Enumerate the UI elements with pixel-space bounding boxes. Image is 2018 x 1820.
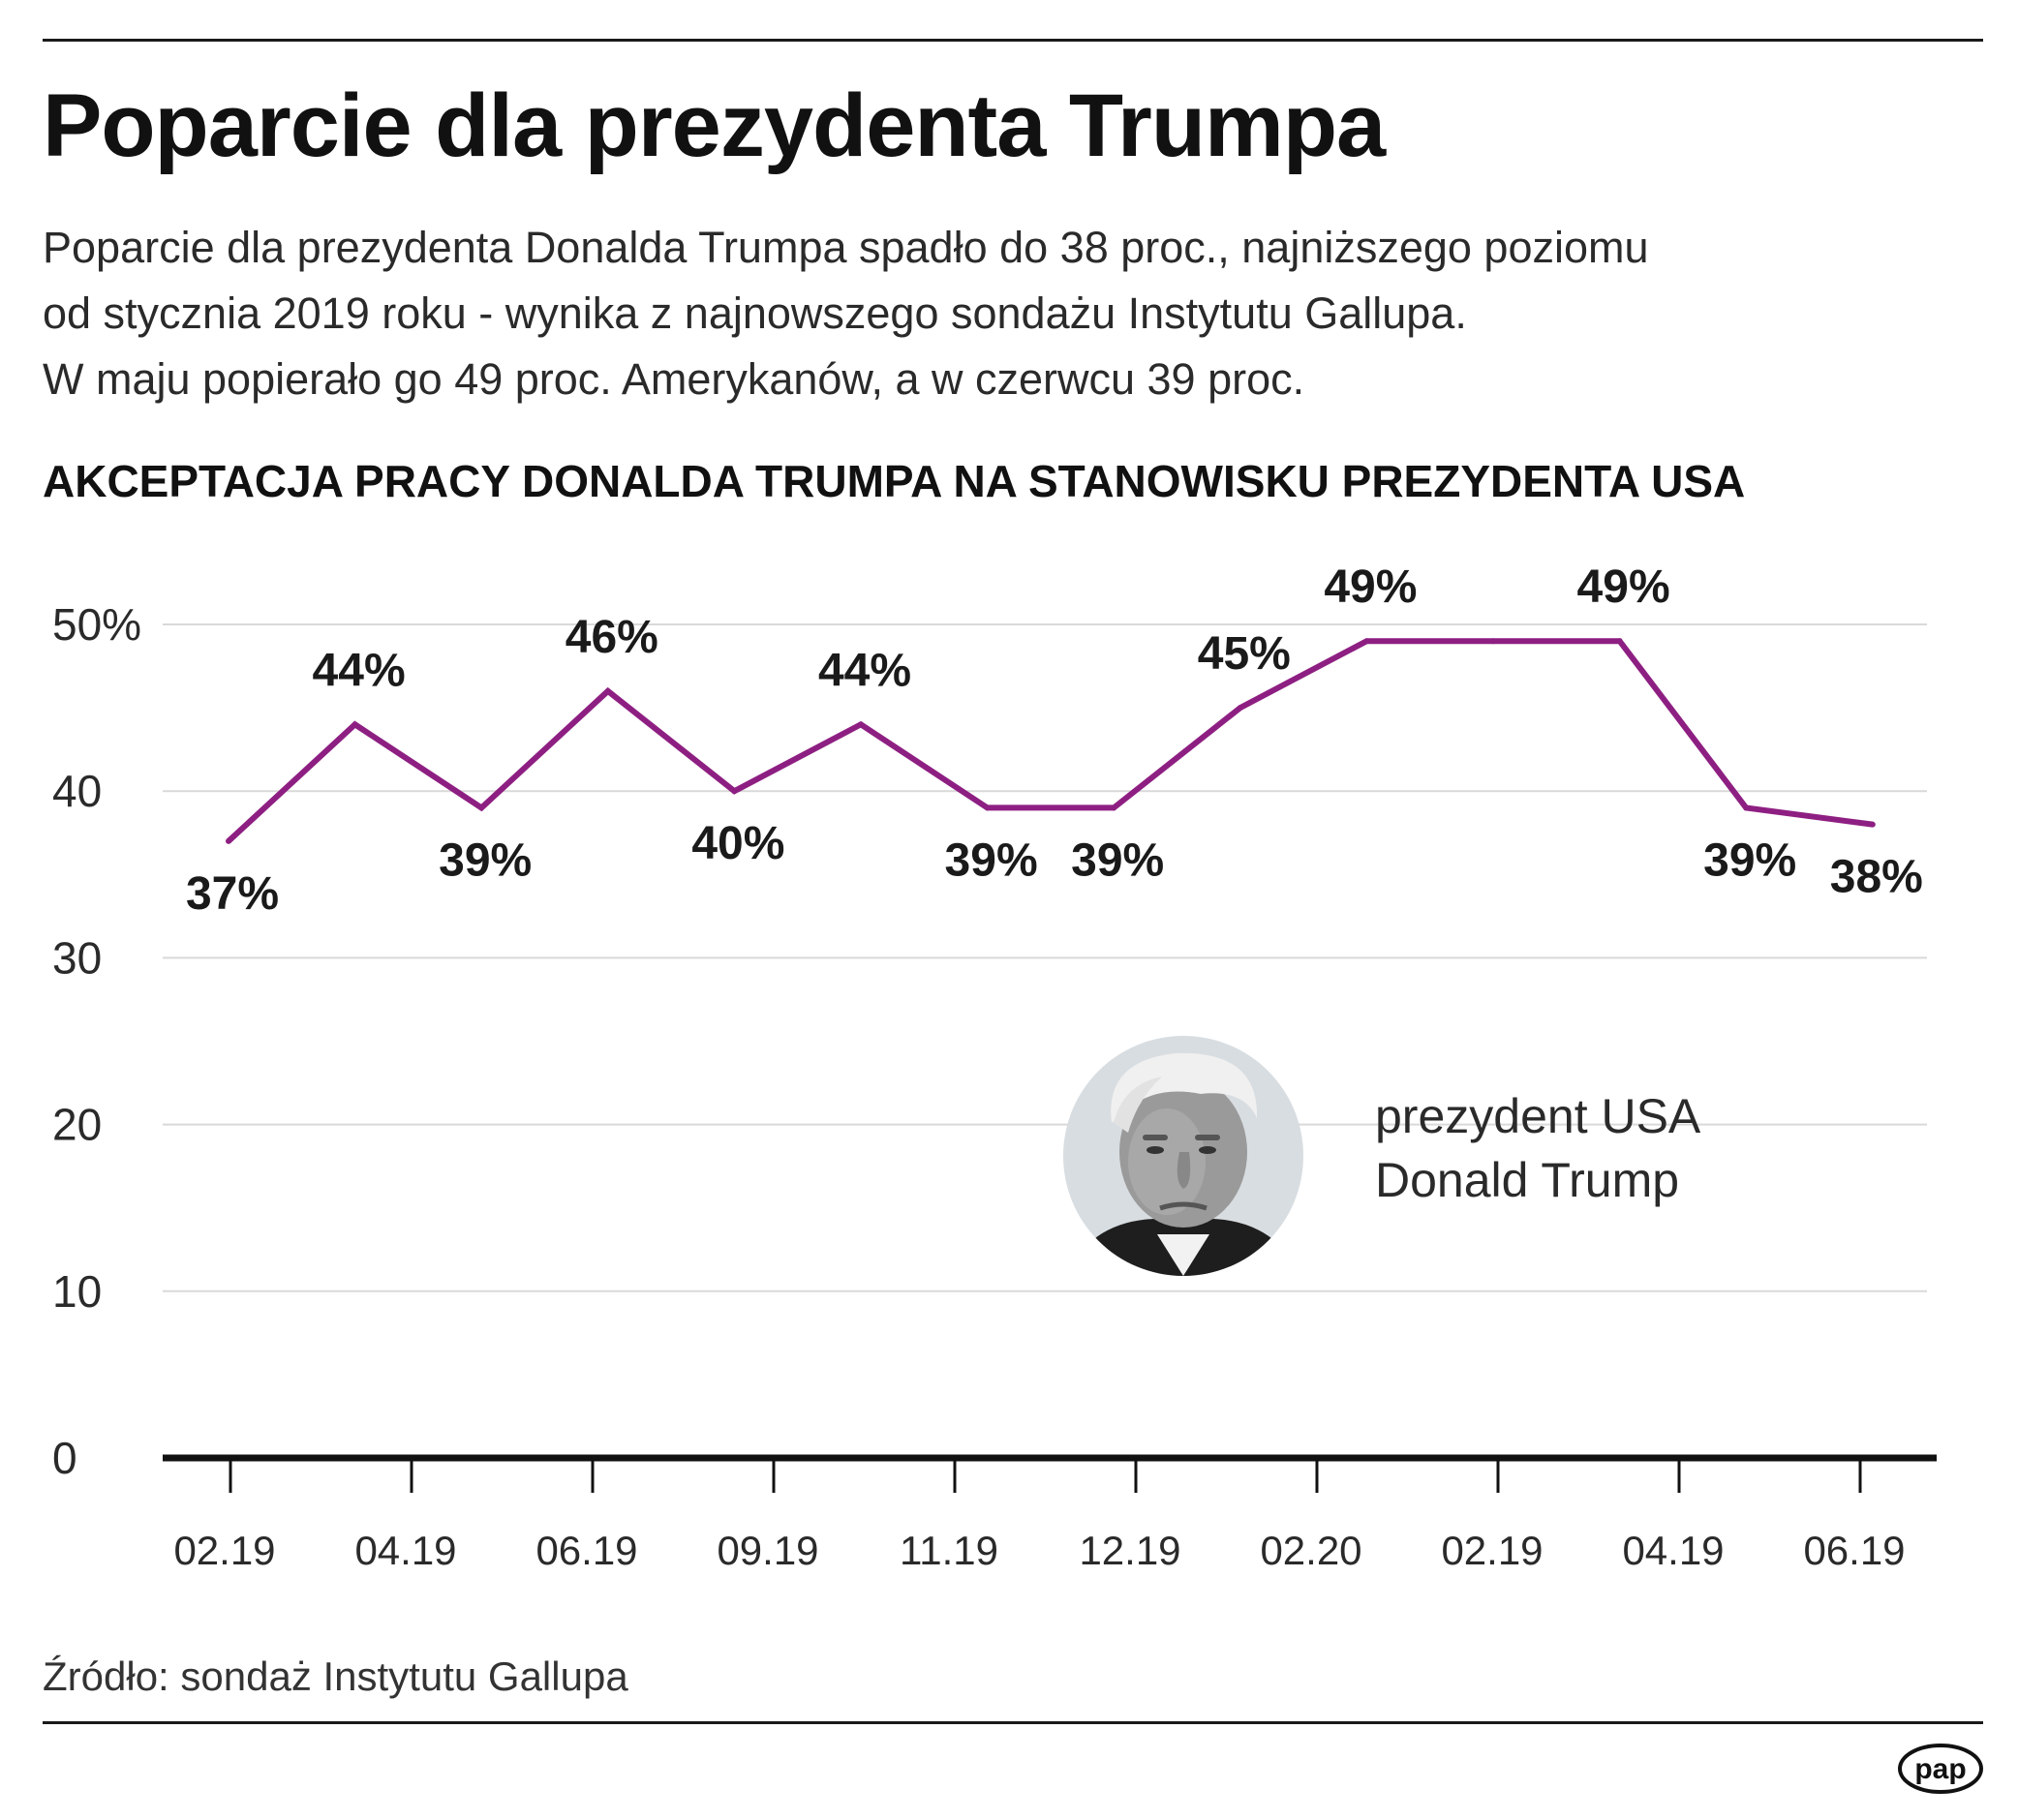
x-tick-label: 09.19 (717, 1528, 818, 1573)
grid-layer: 0 10 20 30 40 50% (52, 599, 1927, 1483)
x-tick-label: 02.19 (1441, 1528, 1543, 1573)
page-title: Poparcie dla prezydenta Trumpa (43, 76, 1386, 175)
data-point (1743, 804, 1750, 811)
photo-caption: prezydent USA Donald Trump (1375, 1084, 1700, 1212)
data-label: 44% (818, 645, 911, 696)
data-label: 44% (313, 645, 406, 696)
x-tick-label: 04.19 (354, 1528, 456, 1573)
x-tick-label: 04.19 (1622, 1528, 1724, 1573)
pap-logo: pap (1898, 1744, 1983, 1794)
data-point (1869, 821, 1876, 828)
data-point (604, 687, 611, 694)
data-point (731, 788, 738, 795)
data-label: 46% (566, 612, 658, 663)
photo-caption-line-1: prezydent USA (1375, 1089, 1701, 1143)
y-tick-label: 0 (52, 1433, 77, 1483)
data-label: 39% (1071, 834, 1164, 886)
subtitle-line-3: W maju popierało go 49 proc. Amerykanów,… (43, 354, 1305, 404)
data-point (226, 837, 231, 844)
x-tick-label: 06.19 (535, 1528, 637, 1573)
president-photo (1063, 1036, 1303, 1276)
pap-logo-text: pap (1914, 1753, 1966, 1785)
data-label: 39% (945, 834, 1038, 886)
data-point (858, 721, 864, 728)
data-point (1237, 705, 1243, 712)
data-point (1616, 638, 1623, 645)
data-label: 38% (1830, 852, 1923, 903)
subtitle: Poparcie dla prezydenta Donalda Trumpa s… (43, 215, 1970, 412)
photo-hair (1111, 1052, 1258, 1123)
data-label: 39% (439, 834, 532, 886)
x-tick-label: 11.19 (900, 1528, 998, 1573)
x-tick-label: 12.19 (1079, 1528, 1180, 1573)
data-label: 39% (1703, 834, 1796, 886)
source-note: Źródło: sondaż Instytutu Gallupa (43, 1653, 628, 1699)
x-axis: 02.19 04.19 06.19 09.19 11.19 12.19 02.20 02.19… (163, 1454, 1937, 1573)
subtitle-line-1: Poparcie dla prezydenta Donalda Trumpa s… (43, 223, 1649, 272)
bottom-rule (43, 1721, 1983, 1724)
y-tick-label: 40 (52, 766, 102, 816)
series-line (226, 638, 1874, 844)
data-label-layer: 37% 44% 39% 46% 40% 44% 39% 39% 45% 49% 49% 39% 38% (186, 561, 1923, 920)
data-label: 45% (1198, 628, 1291, 680)
y-tick-label: 20 (52, 1100, 102, 1150)
series-line-layer (226, 638, 1876, 844)
data-point (1111, 804, 1117, 811)
data-point (1490, 638, 1496, 645)
data-point (984, 804, 991, 811)
x-tick-label: 02.20 (1260, 1528, 1361, 1573)
data-label: 49% (1324, 561, 1417, 613)
top-rule (43, 39, 1983, 42)
data-point (1363, 638, 1370, 645)
data-label: 49% (1577, 561, 1670, 613)
y-tick-label: 50% (52, 599, 141, 650)
x-tick-label: 02.19 (173, 1528, 275, 1573)
x-tick-label: 06.19 (1803, 1528, 1905, 1573)
y-tick-label: 10 (52, 1266, 102, 1317)
data-label: 40% (691, 818, 784, 869)
data-point (478, 804, 485, 811)
data-point (352, 721, 358, 728)
data-label: 37% (186, 868, 279, 920)
subtitle-line-2: od stycznia 2019 roku - wynika z najnows… (43, 288, 1467, 338)
photo-caption-line-2: Donald Trump (1375, 1153, 1680, 1207)
line-chart: 0 10 20 30 40 50% 02.19 04.19 06.19 09.19 11.19 12… (52, 561, 1937, 1573)
chart-heading: AKCEPTACJA PRACY DONALDA TRUMPA NA STANO… (43, 456, 1746, 506)
photo-collar (1157, 1234, 1209, 1276)
y-tick-label: 30 (52, 932, 102, 983)
